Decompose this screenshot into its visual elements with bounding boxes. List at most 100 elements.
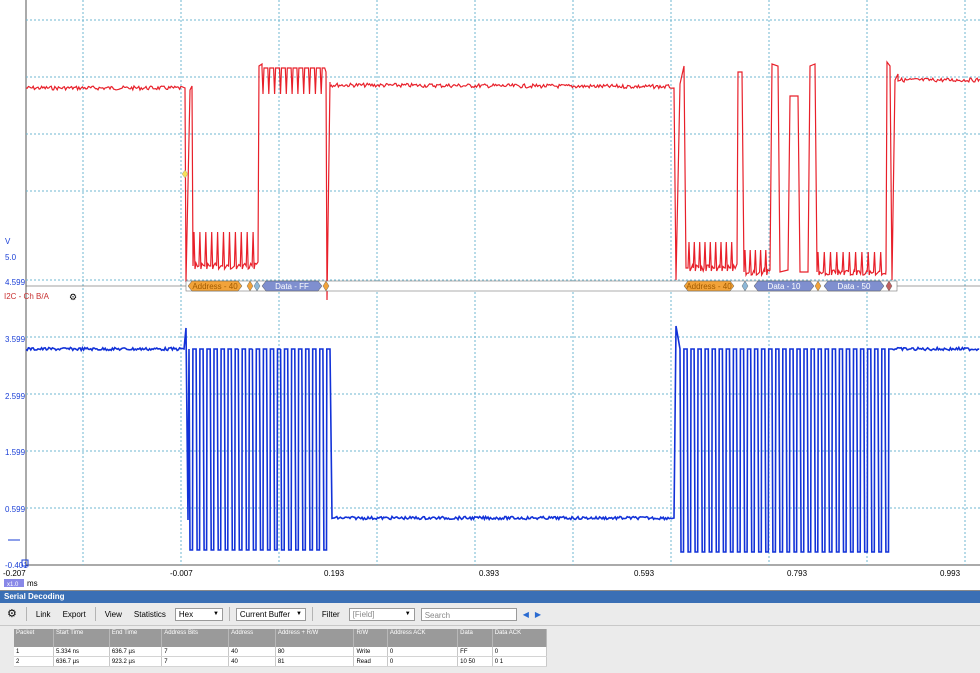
view-button[interactable]: View (104, 609, 122, 619)
table-cell: 636.7 µs (109, 647, 163, 657)
chevron-down-icon: ▼ (212, 610, 219, 617)
table-cell: Read (353, 656, 388, 667)
statistics-button[interactable]: Statistics (133, 609, 166, 619)
column-header[interactable]: Data ACK (492, 629, 548, 647)
toolbar-divider (311, 607, 313, 621)
y-tick-label: 3.599 (5, 335, 26, 344)
table-cell: FF (457, 647, 493, 657)
oscilloscope-view[interactable]: Address - 40 Data - FF Address - 40 Data - … (0, 0, 980, 590)
toolbar-divider (94, 607, 96, 621)
buffer-value: Current Buffer (239, 609, 291, 619)
table-row[interactable]: 1 5.334 ns 636.7 µs 7 40 80 Write 0 FF 0 (14, 647, 548, 657)
table-cell: 40 (228, 656, 276, 667)
trigger-marker[interactable] (21, 559, 29, 567)
channel-settings-gear-icon[interactable]: ⚙ (69, 292, 77, 302)
column-header[interactable]: R/W (353, 629, 388, 647)
zoom-badge[interactable] (4, 579, 24, 587)
x-tick-label: 0.593 (634, 569, 655, 578)
table-cell: 923.2 µs (109, 656, 163, 667)
decode-frame-label: Data - 10 (768, 282, 801, 291)
table-cell: 80 (275, 647, 355, 657)
ack-marker (322, 280, 330, 292)
decode-frame-label: Data - FF (275, 282, 309, 291)
ack-marker (741, 280, 749, 292)
table-cell: 0 1 (492, 656, 548, 667)
ack-marker (253, 280, 261, 292)
chevron-down-icon: ▼ (295, 610, 302, 617)
table-cell: 10 50 (457, 656, 493, 667)
channel-a-waveform (25, 60, 980, 301)
ack-marker (885, 280, 893, 292)
table-cell: 5.334 ns (53, 647, 110, 657)
channel-b-waveform (25, 325, 980, 553)
table-cell: 7 (161, 647, 230, 657)
y-tick-label: -0.401 (5, 561, 28, 570)
search-previous-icon[interactable]: ◀ (522, 609, 529, 619)
trigger-point-marker[interactable] (181, 169, 189, 179)
table-cell: 7 (161, 656, 230, 667)
table-cell: 636.7 µs (53, 656, 110, 667)
settings-gear-icon[interactable]: ⚙ (7, 607, 17, 620)
y-tick-label: 4.599 (5, 278, 26, 287)
x-tick-label: -0.007 (170, 569, 193, 578)
x-unit-label: ms (27, 579, 38, 588)
decode-frame-data[interactable] (753, 280, 815, 292)
column-header[interactable]: Data (457, 629, 493, 647)
channel-label: I2C - Ch B/A (4, 292, 50, 301)
table-header-row: Packet Start Time End Time Address Bits Addr… (14, 629, 548, 647)
x-tick-label: 0.993 (940, 569, 961, 578)
x-tick-label: 0.793 (787, 569, 808, 578)
table-row[interactable]: 2 636.7 µs 923.2 µs 7 40 81 Read 0 10 50 0 1 (14, 656, 548, 667)
decode-bus-band (185, 280, 898, 292)
y-unit-label: V (5, 237, 11, 246)
export-button[interactable]: Export (62, 609, 86, 619)
column-header[interactable]: Packet (14, 629, 54, 647)
column-header[interactable]: Address Bits (161, 629, 230, 647)
chevron-down-icon: ▼ (404, 610, 411, 617)
decoding-table: Packet Start Time End Time Address Bits Addr… (14, 629, 548, 667)
decode-frame-label: Address - 40 (686, 282, 732, 291)
column-header[interactable]: Address ACK (387, 629, 459, 647)
table-cell: 0 (387, 647, 459, 657)
decode-frame-data[interactable] (823, 280, 885, 292)
serial-decoding-panel: Serial Decoding ⚙ Link Export View Stati… (0, 590, 980, 673)
table-cell: 0 (492, 647, 548, 657)
table-cell: 40 (228, 647, 276, 657)
x-tick-label: -0.207 (3, 569, 26, 578)
decode-frame-data[interactable] (261, 280, 323, 292)
x-tick-label: 0.393 (479, 569, 500, 578)
search-next-icon[interactable]: ▶ (534, 609, 541, 619)
table-cell: 1 (14, 647, 54, 657)
link-button[interactable]: Link (35, 609, 51, 619)
format-dropdown[interactable]: Hex ▼ (174, 607, 223, 621)
ack-marker (814, 280, 822, 292)
column-header[interactable]: End Time (109, 629, 163, 647)
buffer-dropdown[interactable]: Current Buffer ▼ (235, 607, 306, 621)
toolbar-divider (25, 607, 27, 621)
decode-frame-address[interactable] (187, 280, 243, 292)
decoding-toolbar: ⚙ Link Export View Statistics Hex ▼ Curre… (0, 603, 980, 626)
column-header[interactable]: Start Time (53, 629, 110, 647)
table-cell: 2 (14, 656, 54, 667)
panel-title: Serial Decoding (0, 591, 980, 603)
zoom-badge-label: x1.0 (7, 582, 19, 588)
y-tick-label: 5.0 (5, 253, 17, 262)
filter-button[interactable]: Filter (321, 609, 340, 619)
x-tick-label: 0.193 (324, 569, 345, 578)
decode-frame-address[interactable] (683, 280, 735, 292)
search-input[interactable]: Search (420, 607, 517, 621)
table-cell: Write (353, 647, 388, 657)
y-tick-label: 2.599 (5, 392, 26, 401)
field-value: [Field] (352, 609, 375, 619)
column-header[interactable]: Address (228, 629, 276, 647)
decode-frame-label: Address - 40 (192, 282, 238, 291)
ack-marker (246, 280, 254, 292)
y-tick-label: 0.599 (5, 505, 26, 514)
format-value: Hex (178, 609, 194, 619)
field-dropdown[interactable]: [Field] ▼ (348, 607, 415, 621)
column-header[interactable]: Address + R/W (275, 629, 355, 647)
y-tick-label: 1.599 (5, 448, 26, 457)
decode-frame-label: Data - 50 (838, 282, 871, 291)
table-cell: 0 (387, 656, 459, 667)
waveform-canvas[interactable]: Address - 40 Data - FF Address - 40 Data - … (0, 0, 980, 590)
